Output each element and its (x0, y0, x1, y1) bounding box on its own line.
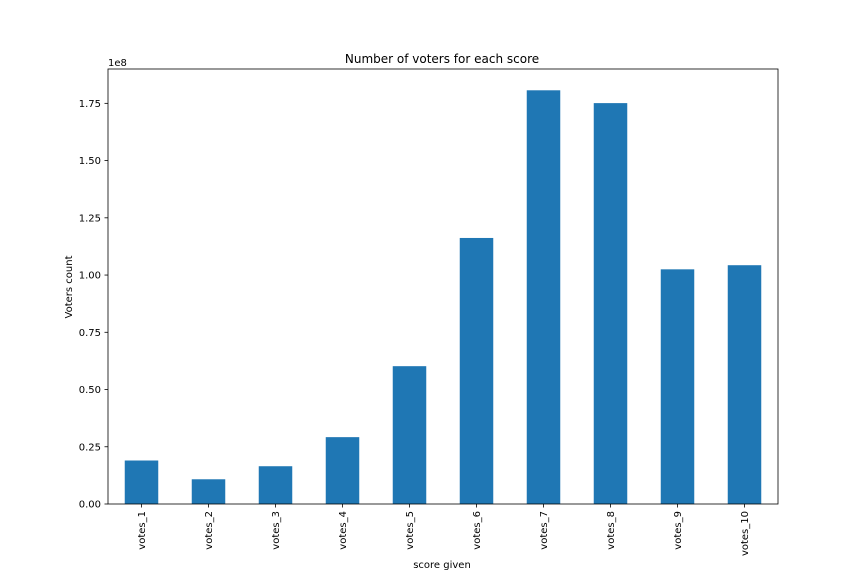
bar-votes_4 (325, 437, 360, 504)
x-axis-label: score given (413, 560, 471, 571)
y-tick-label: 1.25 (79, 213, 101, 224)
bar-votes_2 (191, 479, 226, 504)
x-tick-label: votes_2 (204, 511, 215, 550)
y-axis-ticks: 0.00 0.25 0.50 0.75 1.00 1.25 1.50 1.75 (79, 99, 108, 511)
y-tick-label: 0.00 (79, 500, 101, 511)
y-tick-label: 1.50 (79, 156, 101, 167)
chart-title: Number of voters for each score (345, 52, 539, 66)
bar-votes_9 (660, 269, 695, 504)
bar-votes_1 (124, 460, 159, 504)
bar-votes_7 (526, 90, 561, 504)
y-axis-offset-label: 1e8 (108, 58, 127, 69)
x-axis-ticks: votes_1 votes_2 votes_3 votes_4 votes_5 votes… (137, 504, 751, 556)
x-tick-label: votes_6 (472, 511, 483, 550)
x-tick-label: votes_5 (405, 511, 416, 550)
bar-votes_10 (727, 265, 762, 504)
plot-frame (107, 68, 779, 505)
bar-votes_3 (258, 466, 293, 504)
bar-votes_8 (593, 103, 628, 504)
y-tick-label: 1.75 (79, 99, 101, 110)
y-tick-label: 1.00 (79, 271, 101, 282)
x-tick-label: votes_7 (539, 511, 550, 550)
bars (124, 90, 762, 504)
x-tick-label: votes_3 (271, 511, 282, 550)
x-tick-label: votes_10 (740, 511, 751, 556)
y-tick-label: 0.25 (79, 442, 101, 453)
x-tick-label: votes_4 (338, 511, 349, 550)
x-tick-label: votes_8 (606, 511, 617, 550)
y-tick-label: 0.75 (79, 328, 101, 339)
x-tick-label: votes_1 (137, 511, 148, 550)
bar-votes_6 (459, 237, 494, 504)
y-tick-label: 0.50 (79, 385, 101, 396)
y-axis-label: Voters count (64, 255, 75, 318)
bar-votes_5 (392, 366, 427, 504)
x-tick-label: votes_9 (673, 511, 684, 550)
